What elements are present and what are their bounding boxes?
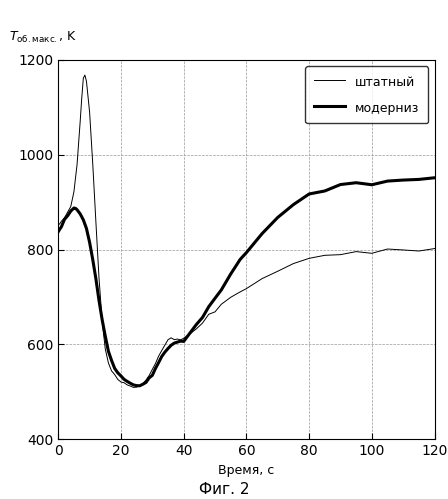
штатный	[82, 72, 88, 78]
штатный	[56, 222, 61, 228]
штатный	[109, 368, 114, 374]
Line: штатный: штатный	[58, 75, 435, 387]
X-axis label: Время, с: Время, с	[218, 464, 275, 477]
штатный	[96, 275, 102, 281]
модерниз	[131, 382, 136, 388]
модерниз	[162, 349, 168, 355]
модерниз	[74, 207, 80, 213]
модерниз	[56, 229, 61, 235]
штатный	[131, 384, 136, 390]
модерниз	[137, 383, 142, 389]
модерниз	[181, 338, 186, 344]
Text: Фиг. 2: Фиг. 2	[199, 482, 249, 497]
штатный	[401, 247, 406, 253]
модерниз	[432, 175, 437, 181]
Legend: штатный, модерниз: штатный, модерниз	[305, 66, 428, 123]
штатный	[156, 353, 161, 359]
модерниз	[150, 372, 155, 378]
штатный	[432, 246, 437, 251]
Text: $T_{\rm об. макс.}$, K: $T_{\rm об. макс.}$, K	[9, 29, 78, 45]
модерниз	[178, 338, 183, 344]
Line: модерниз: модерниз	[58, 178, 435, 386]
штатный	[322, 252, 327, 258]
штатный	[137, 383, 142, 389]
